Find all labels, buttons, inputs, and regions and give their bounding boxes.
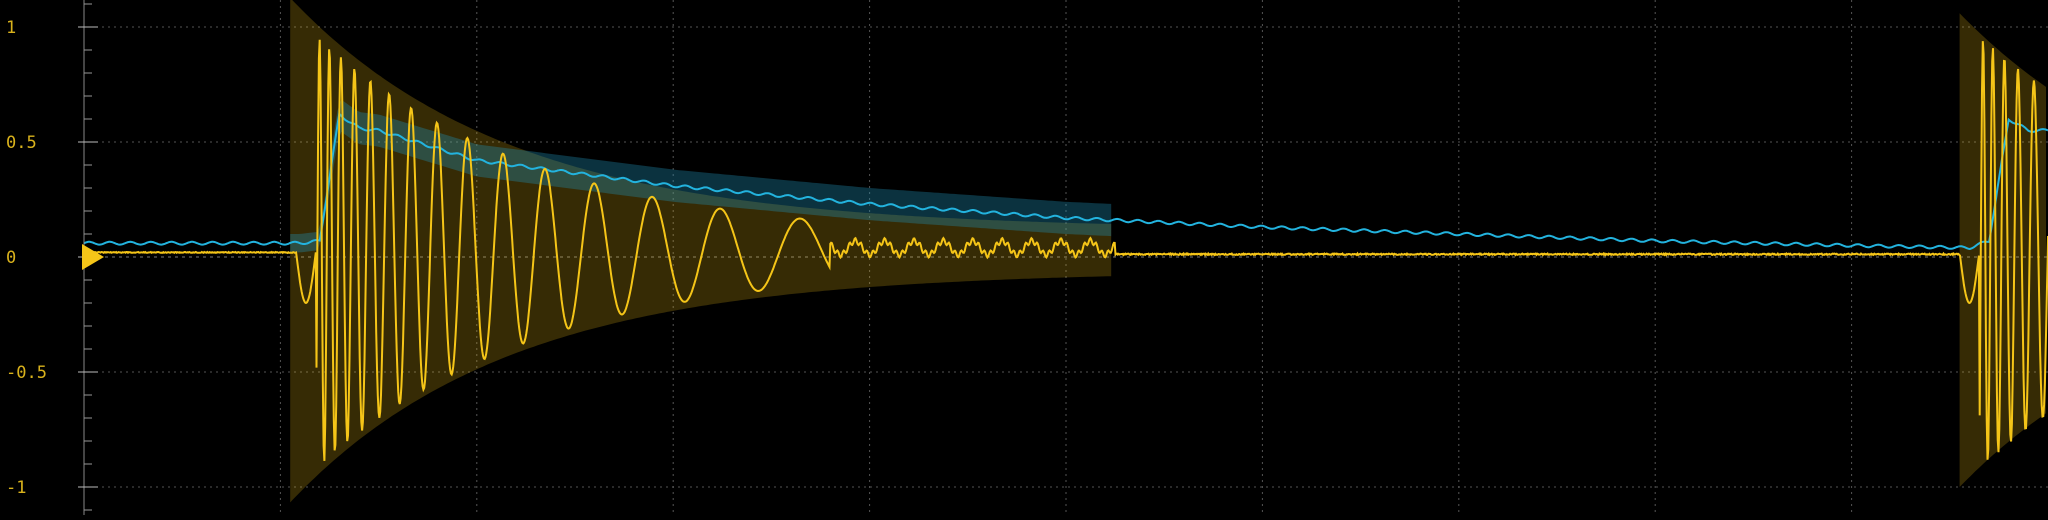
y-tick-label: -0.5 (6, 363, 47, 383)
trigger-level-marker-icon[interactable] (82, 244, 104, 270)
y-tick-label: 0.5 (6, 133, 37, 153)
yellow-envelope-band (290, 0, 1111, 502)
y-tick-label: 0 (6, 248, 16, 268)
envelope-bands (290, 0, 2046, 502)
y-tick-label: 1 (6, 18, 16, 38)
y-tick-label: -1 (6, 478, 26, 498)
